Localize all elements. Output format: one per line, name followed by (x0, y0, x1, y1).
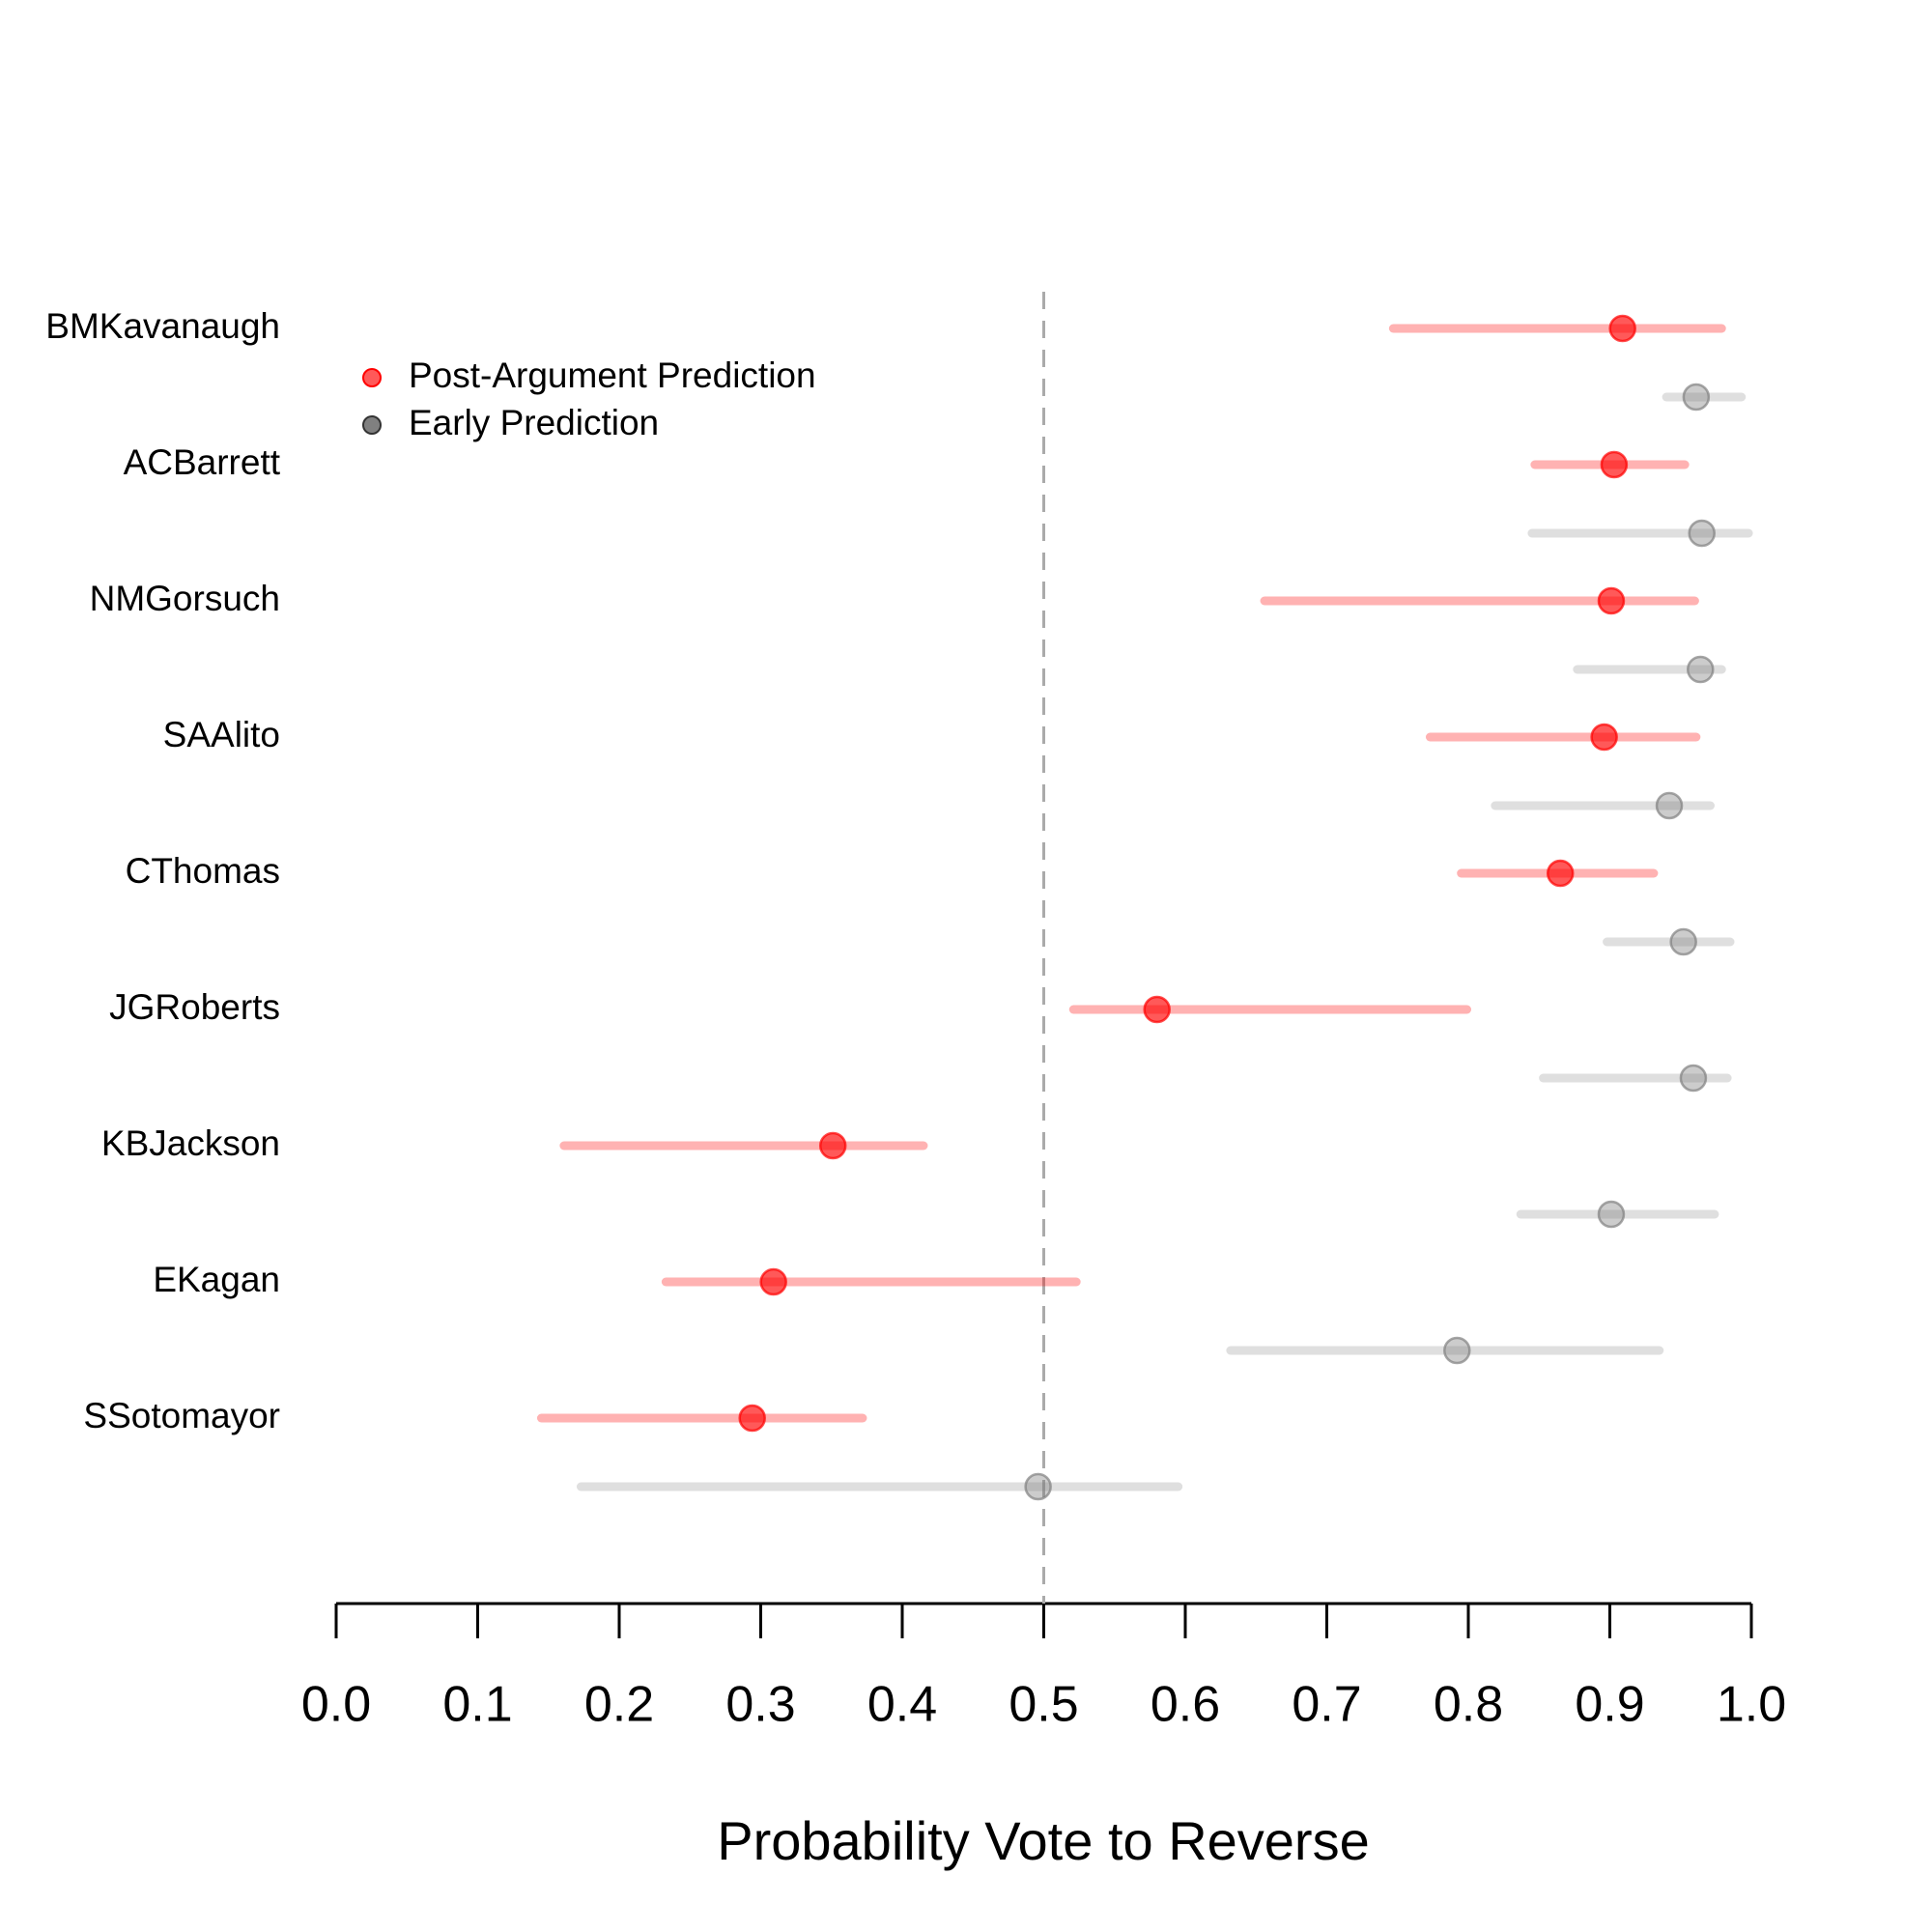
point (1679, 1064, 1708, 1093)
legend-marker (362, 415, 382, 435)
x-tick-label: 0.7 (1292, 1677, 1361, 1733)
category-label: SAAlito (163, 715, 280, 754)
point (818, 1131, 847, 1160)
x-tick-label: 0.2 (584, 1677, 654, 1733)
point (1024, 1472, 1052, 1501)
category-label: SSotomayor (83, 1396, 280, 1435)
point (1143, 995, 1171, 1024)
category-label: NMGorsuch (90, 579, 280, 618)
legend-label: Post-Argument Prediction (409, 355, 816, 395)
x-tick-label: 0.1 (442, 1677, 512, 1733)
point (759, 1267, 787, 1296)
point (1600, 450, 1629, 479)
x-tick-label: 0.8 (1434, 1677, 1503, 1733)
category-label: ACBarrett (124, 442, 281, 482)
x-tick-label: 1.0 (1717, 1677, 1786, 1733)
point (1597, 1200, 1626, 1229)
point (738, 1404, 766, 1433)
point (1688, 519, 1716, 548)
point (1608, 314, 1636, 343)
x-tick-label: 0.9 (1575, 1677, 1644, 1733)
category-label: EKagan (153, 1260, 280, 1299)
category-label: BMKavanaugh (45, 306, 280, 346)
category-label: JGRoberts (109, 987, 280, 1027)
point (1669, 927, 1697, 956)
point (1590, 723, 1618, 752)
category-label: KBJackson (101, 1123, 280, 1163)
point (1546, 859, 1575, 888)
point (1682, 383, 1711, 412)
x-tick-label: 0.3 (725, 1677, 795, 1733)
point (1655, 791, 1684, 820)
category-label: CThomas (126, 851, 280, 891)
x-tick-label: 0.4 (867, 1677, 937, 1733)
legend-label: Early Prediction (409, 403, 659, 442)
point (1443, 1336, 1471, 1365)
point (1597, 586, 1626, 615)
x-tick-label: 0.5 (1009, 1677, 1078, 1733)
x-tick-label: 0.6 (1151, 1677, 1220, 1733)
x-tick-label: 0.0 (301, 1677, 371, 1733)
legend-marker (362, 368, 382, 387)
point (1687, 655, 1715, 684)
x-axis-title: Probability Vote to Reverse (717, 1810, 1369, 1871)
